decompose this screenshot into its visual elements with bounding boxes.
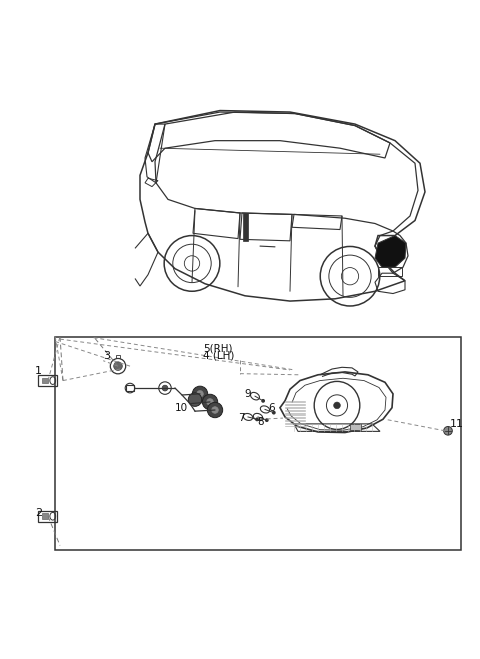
Bar <box>42 513 48 519</box>
Bar <box>42 378 48 384</box>
Text: 3: 3 <box>103 351 110 360</box>
Text: 1: 1 <box>35 366 42 376</box>
Bar <box>38 375 57 386</box>
Circle shape <box>207 403 223 418</box>
Bar <box>378 267 402 276</box>
Text: 6: 6 <box>268 403 275 413</box>
Text: 4 (LH): 4 (LH) <box>203 351 234 360</box>
Text: 9: 9 <box>244 389 251 399</box>
Text: 10: 10 <box>175 403 188 413</box>
Text: 5(RH): 5(RH) <box>204 344 233 354</box>
Bar <box>116 355 120 358</box>
Bar <box>126 386 134 391</box>
Text: 11: 11 <box>450 419 464 429</box>
Polygon shape <box>243 213 248 241</box>
Bar <box>55 337 461 550</box>
Circle shape <box>272 411 276 415</box>
Circle shape <box>188 393 202 407</box>
Circle shape <box>197 391 204 397</box>
Circle shape <box>261 399 265 403</box>
Circle shape <box>444 426 452 435</box>
Bar <box>38 511 57 521</box>
Polygon shape <box>375 235 406 267</box>
Circle shape <box>334 402 340 409</box>
Circle shape <box>203 394 218 410</box>
Circle shape <box>162 386 168 391</box>
Text: 2: 2 <box>35 508 42 519</box>
Circle shape <box>192 386 208 401</box>
Bar <box>350 424 360 430</box>
Circle shape <box>114 362 122 370</box>
Circle shape <box>255 417 259 421</box>
Circle shape <box>265 418 269 422</box>
Circle shape <box>212 407 218 413</box>
Text: 8: 8 <box>257 416 264 426</box>
Text: 7: 7 <box>238 413 245 423</box>
Circle shape <box>206 399 213 405</box>
